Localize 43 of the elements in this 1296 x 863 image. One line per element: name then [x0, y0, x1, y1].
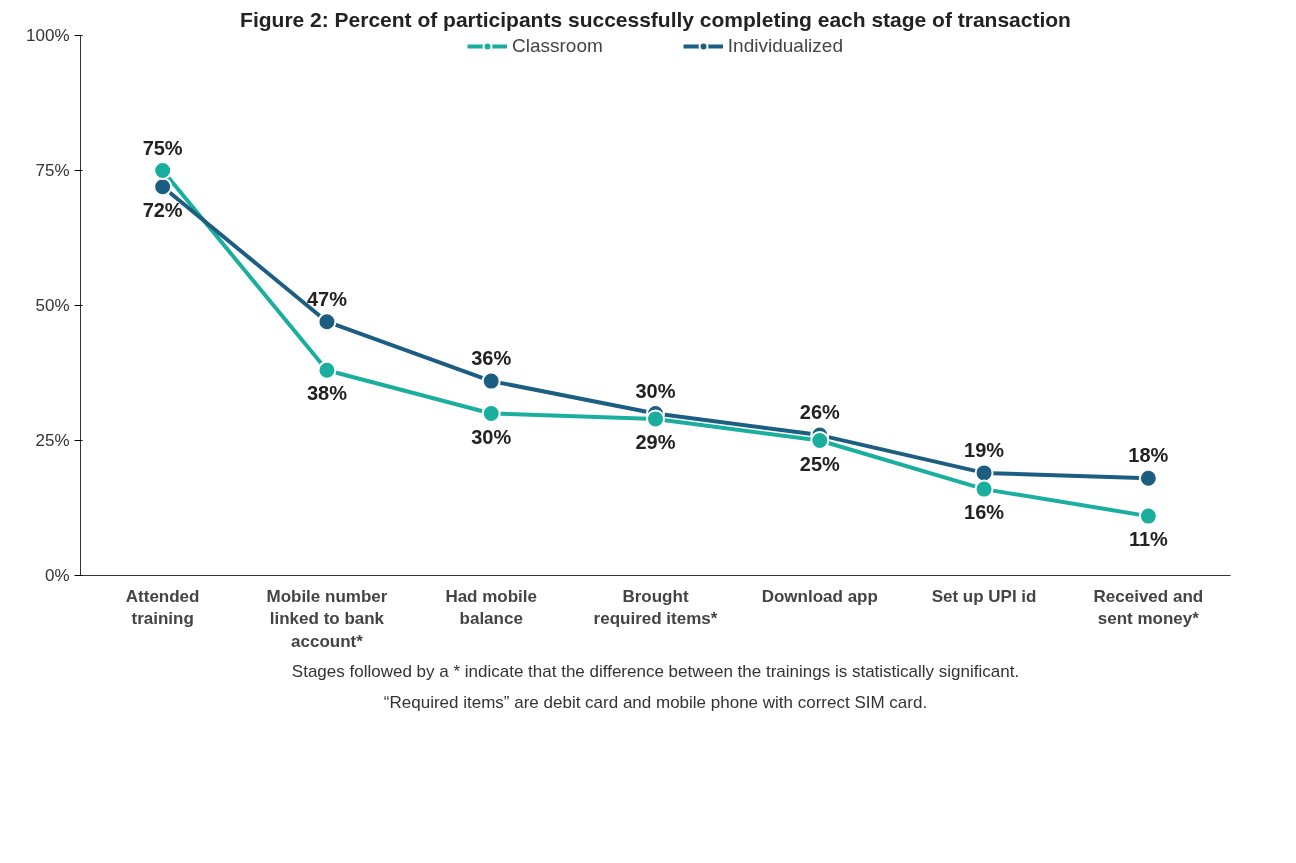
point: [810, 431, 830, 450]
x-tick-label: Brought required items*: [593, 586, 718, 629]
x-tick-label: Attended training: [125, 586, 200, 629]
text: Stages followed by a * indicate that the difference between the trainings is statistically significant.: [291, 661, 1020, 681]
data-label: 25%: [799, 452, 841, 475]
legend-label: Classroom: [512, 35, 603, 57]
y-tick-label: 100%: [26, 26, 70, 45]
data-label: 72%: [142, 198, 183, 221]
point: [317, 360, 337, 380]
point: [646, 409, 665, 429]
point: [481, 371, 501, 391]
y-tick-label: 0%: [44, 566, 70, 585]
text: “Required items” are debit card and mobile phone with correct SIM card.: [383, 692, 928, 712]
data-label: 29%: [635, 430, 676, 453]
y-tick-label: 25%: [35, 431, 70, 450]
data-label: 19%: [964, 438, 1005, 461]
data-label: 30%: [471, 425, 512, 448]
data-label: 26%: [799, 401, 841, 424]
y-tick-label: 50%: [35, 296, 70, 315]
point: [153, 177, 173, 197]
y-tick-label: 75%: [35, 161, 70, 180]
point: [317, 312, 337, 332]
chart-title: Figure 2: Percent of participants successfully completing each stage of transaction: [240, 7, 1071, 31]
data-label: 36%: [471, 347, 512, 370]
point: [1138, 506, 1158, 526]
x-tick-label: Set up UPI id: [931, 586, 1037, 606]
data-label: 16%: [964, 501, 1005, 524]
data-label: 30%: [635, 379, 676, 402]
point: [974, 463, 994, 483]
data-label: 18%: [1128, 444, 1169, 467]
data-label: 75%: [142, 136, 183, 159]
data-label: 47%: [306, 287, 348, 310]
x-tick-label: Download app: [761, 586, 878, 606]
point: [153, 161, 173, 180]
x-tick-label: Had mobile balance: [445, 586, 538, 629]
legend-label: Individualized: [727, 35, 843, 57]
data-label: 38%: [306, 382, 348, 405]
point: [481, 404, 501, 423]
data-label: 11%: [1128, 528, 1169, 551]
x-tick-label: Mobile number linked to bank account*: [266, 586, 388, 652]
point: [1138, 468, 1158, 488]
x-tick-label: Received and sent money*: [1093, 586, 1204, 629]
point: [974, 479, 994, 499]
